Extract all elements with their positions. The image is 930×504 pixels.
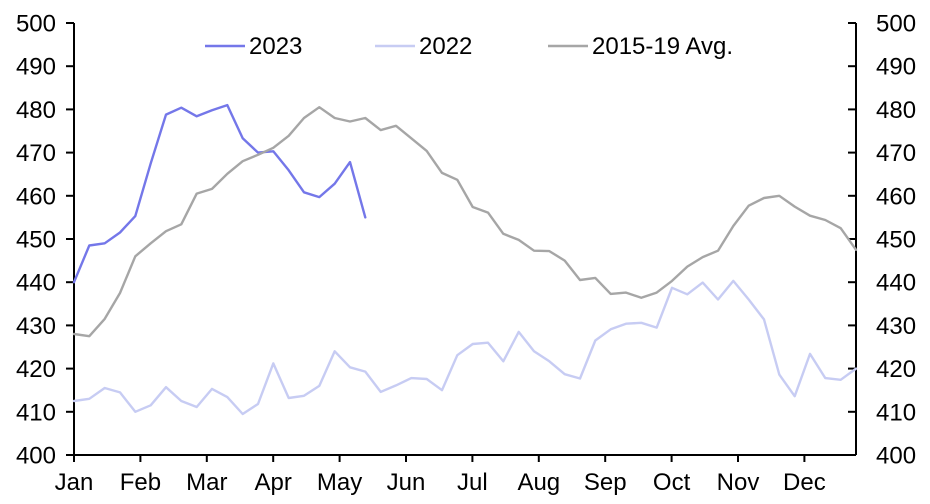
y-tick-label-right: 410 bbox=[876, 399, 916, 426]
axes: 400 400 410 410 420 420 430 430 440 440 450 450 460 4… bbox=[16, 11, 916, 497]
y-tick-label-left: 430 bbox=[16, 313, 56, 340]
y-tick-label-left: 410 bbox=[16, 399, 56, 426]
y-tick-label-right: 500 bbox=[876, 11, 916, 38]
y-tick-label-left: 470 bbox=[16, 140, 56, 167]
legend-item-2023: 2023 bbox=[205, 33, 302, 60]
y-tick-label-right: 400 bbox=[876, 443, 916, 470]
y-tick-label-right: 440 bbox=[876, 270, 916, 297]
y-tick-label-right: 450 bbox=[876, 227, 916, 254]
legend-label-2022: 2022 bbox=[419, 33, 472, 60]
y-tick-label-left: 480 bbox=[16, 97, 56, 124]
legend-item-2022: 2022 bbox=[375, 33, 472, 60]
y-tick-label-left: 400 bbox=[16, 443, 56, 470]
x-tick-label: Dec bbox=[783, 469, 826, 496]
y-tick-label-left: 420 bbox=[16, 356, 56, 383]
x-tick-label: Apr bbox=[255, 469, 292, 496]
y-tick-label-right: 470 bbox=[876, 140, 916, 167]
legend: 2023 2022 2015-19 Avg. bbox=[205, 33, 733, 60]
x-tick-label: May bbox=[317, 469, 362, 496]
series-group bbox=[72, 103, 858, 416]
y-tick-label-left: 490 bbox=[16, 54, 56, 81]
legend-label-2015-19-avg: 2015-19 Avg. bbox=[592, 33, 733, 60]
y-tick-label-right: 420 bbox=[876, 356, 916, 383]
series-line-2022 bbox=[72, 279, 858, 416]
series-line-2015-19-avg- bbox=[72, 105, 858, 338]
y-tick-label-right: 460 bbox=[876, 183, 916, 210]
x-tick-label: Feb bbox=[120, 469, 161, 496]
x-tick-label: Jan bbox=[55, 469, 94, 496]
x-tick-label: Nov bbox=[717, 469, 760, 496]
x-tick-label: Oct bbox=[653, 469, 691, 496]
y-tick-label-right: 490 bbox=[876, 54, 916, 81]
y-tick-label-left: 460 bbox=[16, 183, 56, 210]
series-line-2023 bbox=[72, 103, 367, 284]
legend-label-2023: 2023 bbox=[249, 33, 302, 60]
y-tick-label-left: 500 bbox=[16, 11, 56, 38]
x-tick-label: Sep bbox=[584, 469, 627, 496]
y-tick-label-left: 440 bbox=[16, 270, 56, 297]
x-tick-label: Mar bbox=[186, 469, 227, 496]
x-tick-label: Aug bbox=[517, 469, 560, 496]
y-tick-label-left: 450 bbox=[16, 227, 56, 254]
y-tick-label-right: 480 bbox=[876, 97, 916, 124]
legend-item-2015-19-avg: 2015-19 Avg. bbox=[548, 33, 733, 60]
x-tick-label: Jul bbox=[457, 469, 488, 496]
x-tick-label: Jun bbox=[387, 469, 426, 496]
y-tick-label-right: 430 bbox=[876, 313, 916, 340]
